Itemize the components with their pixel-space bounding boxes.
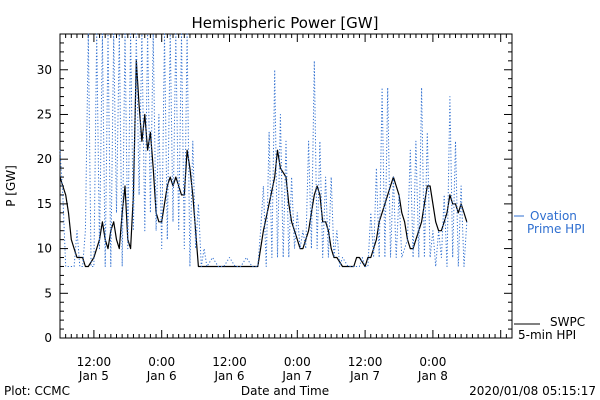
legend-swpc-label-1: SWPC (550, 315, 585, 329)
y-axis-label: P [GW] (4, 165, 18, 207)
y-tick-label: 15 (37, 197, 52, 211)
legend-swpc-label-2: 5-min HPI (518, 328, 576, 342)
series-swpc-line (59, 60, 468, 268)
chart-title: Hemispheric Power [GW] (192, 14, 379, 32)
y-tick-label: 25 (37, 107, 52, 121)
legend-ovation-label-2: Prime HPI (527, 222, 585, 236)
y-axis: 0 5 10 15 20 25 30 (37, 33, 512, 345)
x-tick-day-label: Jan 6 (214, 369, 245, 383)
y-tick-label: 0 (44, 331, 52, 345)
x-tick-day-label: Jan 6 (146, 369, 177, 383)
x-tick-time-label: 12:00 (77, 355, 112, 369)
y-tick-label: 5 (44, 286, 52, 300)
x-tick-day-label: Jan 7 (349, 369, 380, 383)
legend-ovation-label-1: Ovation (530, 209, 577, 223)
y-tick-label: 10 (37, 242, 52, 256)
x-tick-time-label: 12:00 (348, 355, 383, 369)
x-tick-time-label: 12:00 (212, 355, 247, 369)
y-tick-label: 30 (37, 63, 52, 77)
plot-timestamp: 2020/01/08 05:15:17 (469, 384, 596, 398)
series-ovation-prime-line (59, 33, 468, 267)
x-tick-time-label: 0:00 (419, 355, 446, 369)
x-tick-day-label: Jan 5 (78, 369, 109, 383)
plot-frame (59, 33, 513, 339)
x-tick-time-label: 0:00 (284, 355, 311, 369)
series-layer (59, 33, 468, 268)
legend: Ovation Prime HPI SWPC 5-min HPI (514, 209, 585, 342)
x-axis-label: Date and Time (241, 384, 329, 398)
y-tick-label: 20 (37, 152, 52, 166)
x-tick-day-label: Jan 7 (281, 369, 312, 383)
x-tick-time-label: 0:00 (148, 355, 175, 369)
x-tick-day-label: Jan 8 (417, 369, 448, 383)
plot-credit: Plot: CCMC (4, 384, 70, 398)
